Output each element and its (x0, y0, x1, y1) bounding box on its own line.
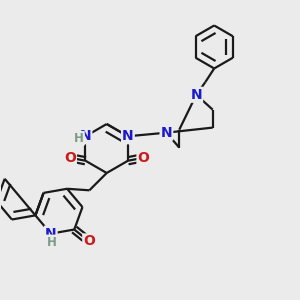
Text: N: N (80, 129, 91, 143)
Text: H: H (74, 132, 84, 145)
Text: H: H (46, 236, 56, 248)
Text: N: N (160, 126, 172, 140)
Text: N: N (122, 129, 134, 143)
Text: N: N (45, 227, 57, 241)
Text: N: N (190, 88, 202, 102)
Text: O: O (83, 235, 95, 248)
Text: O: O (64, 151, 76, 165)
Text: O: O (137, 151, 149, 165)
